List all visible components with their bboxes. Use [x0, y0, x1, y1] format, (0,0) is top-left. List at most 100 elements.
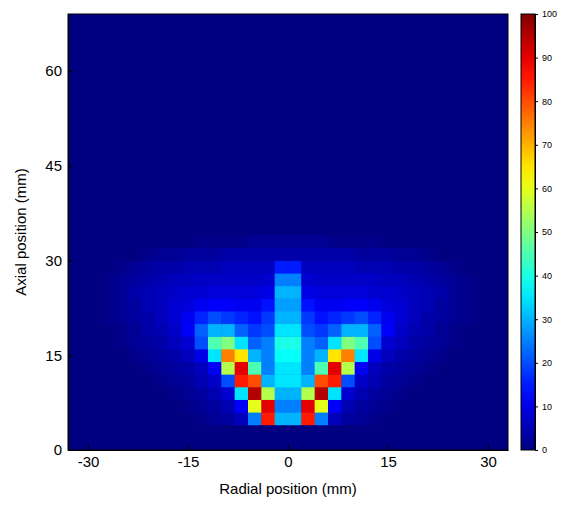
heatmap-cell — [368, 248, 382, 261]
heatmap-cell — [421, 273, 435, 286]
heatmap-cell — [181, 399, 195, 412]
heatmap-cell — [475, 349, 489, 362]
heatmap-cell — [155, 311, 169, 324]
heatmap-cell — [195, 260, 209, 273]
heatmap-cell — [328, 362, 342, 375]
heatmap-cell — [315, 311, 329, 324]
heatmap-cell — [421, 311, 435, 324]
heatmap-cell — [301, 349, 315, 362]
heatmap-cell — [475, 336, 489, 349]
heatmap-cell — [328, 311, 342, 324]
heatmap-cell — [368, 324, 382, 337]
heatmap-cell — [301, 387, 315, 400]
heatmap-cell — [355, 399, 369, 412]
heatmap-cell — [395, 273, 409, 286]
heatmap-cell — [448, 273, 462, 286]
heatmap-cell — [275, 349, 289, 362]
heatmap-cell — [208, 349, 222, 362]
heatmap-cell — [408, 298, 422, 311]
y-axis-tick: 60 — [45, 62, 73, 79]
heatmap-cell — [195, 349, 209, 362]
heatmap-cell — [208, 362, 222, 375]
colorbar-axis-tick: 70 — [535, 140, 552, 150]
heatmap-cell — [355, 412, 369, 425]
heatmap-cell — [168, 362, 182, 375]
heatmap-cell — [181, 336, 195, 349]
x-axis-tick-mark — [188, 445, 189, 450]
heatmap-cell — [341, 260, 355, 273]
heatmap-cell — [248, 298, 262, 311]
heatmap-cell — [315, 387, 329, 400]
heatmap-cell — [168, 399, 182, 412]
heatmap-cell — [115, 362, 129, 375]
heatmap-cell — [235, 349, 249, 362]
heatmap-cell — [168, 311, 182, 324]
heatmap-cell — [248, 399, 262, 412]
heatmap-cell — [435, 387, 449, 400]
heatmap-cell — [208, 286, 222, 299]
heatmap-cell — [88, 412, 102, 425]
heatmap-cell — [421, 399, 435, 412]
heatmap-cell — [248, 362, 262, 375]
heatmap-cell — [181, 387, 195, 400]
heatmap-cell — [155, 374, 169, 387]
heatmap-cell — [141, 235, 155, 248]
colorbar-axis-tick: 50 — [535, 227, 552, 237]
heatmap-cell — [475, 286, 489, 299]
heatmap-cell — [155, 260, 169, 273]
heatmap-cell — [101, 298, 115, 311]
heatmap-cell — [475, 399, 489, 412]
heatmap-cell — [341, 286, 355, 299]
heatmap-cell — [408, 235, 422, 248]
heatmap-cell — [248, 248, 262, 261]
heatmap-cell — [475, 235, 489, 248]
heatmap-cell — [435, 235, 449, 248]
heatmap-cell — [448, 336, 462, 349]
colorbar-axis-tick-label: 100 — [542, 9, 557, 19]
y-axis-tick-mark — [68, 260, 73, 261]
heatmap-cell — [355, 248, 369, 261]
heatmap-cell — [315, 298, 329, 311]
heatmap-cell — [221, 324, 235, 337]
heatmap-cell — [288, 387, 302, 400]
heatmap-cell — [235, 235, 249, 248]
heatmap-cell — [315, 336, 329, 349]
heatmap-cell — [208, 399, 222, 412]
heatmap-cell — [261, 399, 275, 412]
heatmap-cell — [355, 387, 369, 400]
heatmap-cell — [101, 399, 115, 412]
heatmap-cell — [141, 248, 155, 261]
colorbar-axis-tick-mark — [535, 188, 538, 189]
heatmap-cell — [208, 235, 222, 248]
heatmap-cell — [408, 260, 422, 273]
heatmap-cell — [181, 374, 195, 387]
heatmap-cell — [475, 387, 489, 400]
heatmap-cell — [208, 374, 222, 387]
heatmap-cell — [341, 336, 355, 349]
heatmap-cell — [275, 235, 289, 248]
x-axis-tick-label: -15 — [178, 453, 200, 470]
colorbar-axis-tick-label: 30 — [542, 315, 552, 325]
heatmap-cell — [168, 273, 182, 286]
heatmap-cell — [261, 260, 275, 273]
heatmap-cell — [275, 387, 289, 400]
heatmap-cell — [221, 387, 235, 400]
heatmap-cell — [168, 235, 182, 248]
heatmap-cell — [221, 374, 235, 387]
heatmap-cell — [421, 248, 435, 261]
heatmap-cell — [208, 387, 222, 400]
heatmap-cell — [155, 399, 169, 412]
heatmap-cell — [141, 324, 155, 337]
heatmap-cell — [235, 311, 249, 324]
heatmap-cell — [315, 260, 329, 273]
heatmap-cell — [221, 311, 235, 324]
heatmap-cell — [461, 298, 475, 311]
heatmap-cell — [115, 324, 129, 337]
x-axis-tick: -15 — [178, 445, 200, 470]
heatmap-cell — [275, 399, 289, 412]
heatmap-cell — [248, 324, 262, 337]
heatmap-cell — [435, 399, 449, 412]
heatmap-cell — [408, 387, 422, 400]
colorbar-axis-tick-mark — [535, 406, 538, 407]
heatmap-cell — [315, 412, 329, 425]
